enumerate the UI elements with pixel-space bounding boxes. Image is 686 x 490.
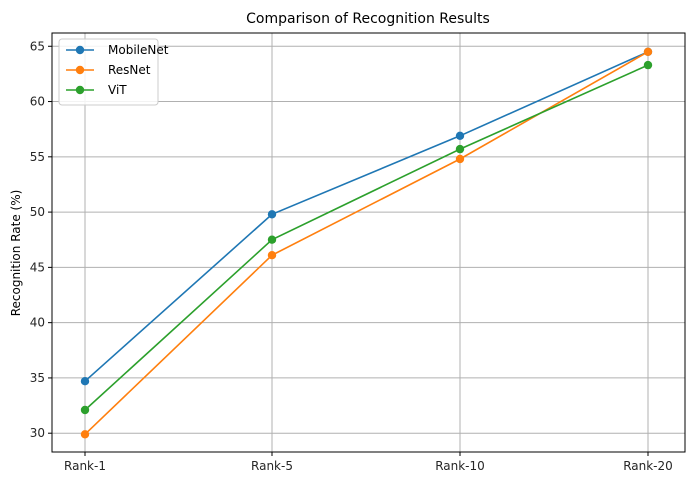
- y-tick-label: 35: [30, 371, 45, 385]
- y-tick-label: 65: [30, 39, 45, 53]
- legend-label: ResNet: [108, 63, 151, 77]
- y-tick-label: 55: [30, 150, 45, 164]
- data-point-resnet: [80, 430, 90, 439]
- plot-frame: [51, 32, 686, 453]
- y-axis-label: Recognition Rate (%): [9, 190, 23, 317]
- data-point-mobilenet: [80, 377, 90, 386]
- data-point-mobilenet: [267, 210, 277, 219]
- legend-label: MobileNet: [108, 43, 169, 57]
- data-point-vit: [267, 235, 277, 244]
- series-line-mobilenet: [84, 51, 649, 382]
- legend-label: ViT: [108, 83, 127, 97]
- data-point-vit: [455, 144, 465, 154]
- legend-marker: [75, 85, 85, 95]
- data-point-mobilenet: [455, 131, 465, 140]
- x-tick-label: Rank-20: [623, 459, 673, 473]
- series-line-vit: [84, 64, 649, 411]
- y-tick-label: 30: [30, 426, 45, 440]
- legend-marker: [75, 65, 85, 75]
- x-tick-label: Rank-10: [435, 459, 485, 473]
- data-point-vit: [80, 405, 90, 415]
- x-tick-label: Rank-1: [64, 459, 106, 473]
- legend-marker: [75, 45, 85, 55]
- data-point-resnet: [455, 154, 465, 164]
- legend: MobileNet ResNet ViT: [58, 38, 169, 106]
- y-tick-label: 40: [30, 316, 45, 330]
- data-point-vit: [643, 60, 653, 70]
- y-tick-label: 45: [30, 260, 45, 274]
- x-axis-ticks: Rank-1 Rank-5 Rank-10 Rank-20: [64, 452, 673, 473]
- y-axis-ticks: 30 35 40 45 50 55 60 65: [30, 39, 52, 440]
- data-point-resnet: [267, 251, 277, 260]
- y-tick-label: 50: [30, 205, 45, 219]
- chart-title: Comparison of Recognition Results: [246, 11, 490, 27]
- x-tick-label: Rank-5: [251, 459, 293, 473]
- y-tick-label: 60: [30, 95, 45, 109]
- series-line-resnet: [84, 51, 649, 435]
- data-point-resnet: [643, 47, 653, 56]
- series-group: [80, 47, 653, 439]
